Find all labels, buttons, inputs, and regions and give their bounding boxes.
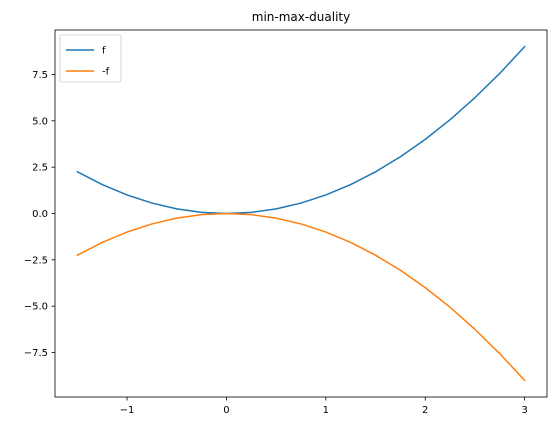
y-tick-label: −5.0 [24, 302, 48, 313]
chart-title: min-max-duality [252, 10, 350, 24]
y-tick-label: −2.5 [24, 255, 48, 266]
x-tick-label: −1 [120, 405, 135, 416]
y-tick-label: 7.5 [32, 70, 48, 81]
x-tick-label: 3 [521, 405, 527, 416]
legend-label-neg-f: -f [102, 67, 110, 78]
y-tick-label: 0.0 [32, 209, 48, 220]
y-tick-label: 2.5 [32, 163, 48, 174]
legend: f -f [59, 34, 122, 83]
legend-label-f: f [102, 46, 106, 57]
series-line-neg-f [76, 212, 526, 382]
series-line-f [76, 45, 526, 215]
legend-box [59, 34, 122, 83]
y-tick-label: 5.0 [32, 116, 48, 127]
x-tick-label: 1 [323, 405, 329, 416]
x-tick-label: 2 [422, 405, 428, 416]
plot-frame [54, 29, 548, 398]
series-layer [76, 45, 526, 382]
axes-layer: −1 0 1 2 3 −7.5 −5.0 −2.5 0.0 2.5 5.0 7.5 [24, 29, 548, 416]
x-tick-label: 0 [223, 405, 229, 416]
y-tick-label: −7.5 [24, 348, 48, 359]
